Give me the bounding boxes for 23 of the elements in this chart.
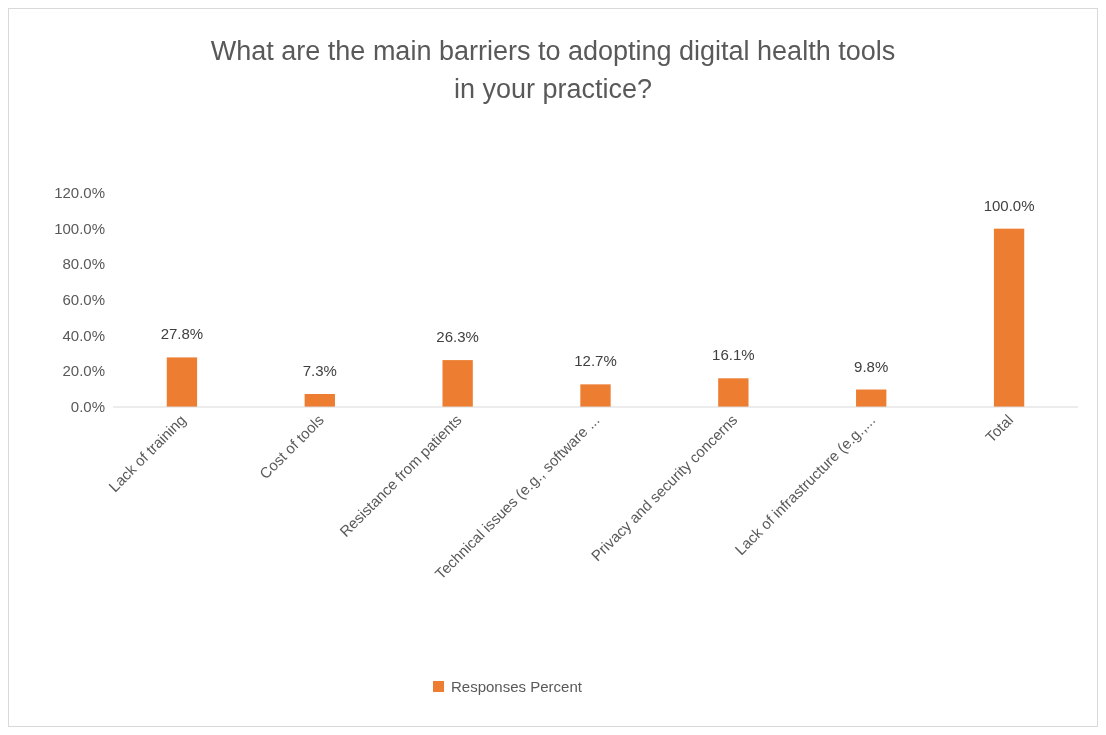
bar: [856, 389, 887, 407]
data-label: 27.8%: [160, 325, 204, 343]
y-tick-label: 0.0%: [70, 398, 105, 415]
y-tick-label: 60.0%: [62, 291, 105, 308]
y-tick-label: 120.0%: [54, 184, 105, 201]
y-tick-label: 20.0%: [62, 362, 105, 380]
legend-label: Responses Percent: [451, 678, 583, 695]
bar: [718, 378, 749, 407]
y-tick-label: 100.0%: [54, 219, 105, 237]
data-label: 16.1%: [712, 346, 755, 364]
bar: [993, 228, 1025, 407]
data-label: 12.7%: [574, 352, 617, 370]
bar: [304, 393, 335, 407]
data-label: 26.3%: [436, 328, 479, 346]
bar: [442, 360, 473, 407]
chart-title: What are the main barriers to adopting digital health tools in your practice?: [210, 36, 896, 104]
data-label: 9.8%: [854, 357, 889, 375]
bar: [580, 384, 611, 407]
data-label: 100.0%: [983, 196, 1035, 214]
bar: [166, 357, 198, 407]
data-label: 7.3%: [302, 361, 337, 379]
y-tick-label: 80.0%: [62, 255, 105, 273]
y-tick-label: 40.0%: [62, 326, 105, 344]
